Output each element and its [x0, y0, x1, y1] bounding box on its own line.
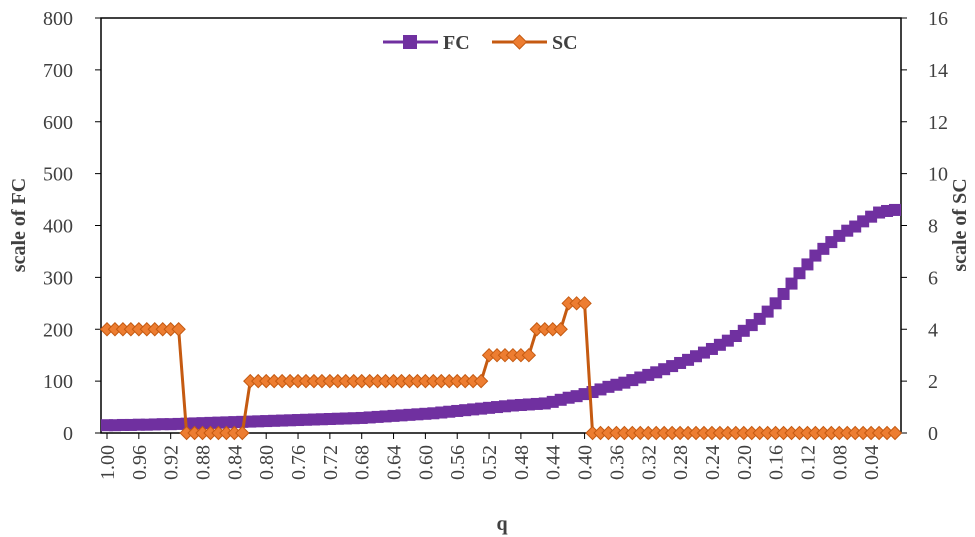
series-sc-point — [577, 296, 592, 311]
legend-item-fc: FC — [383, 32, 470, 54]
right-y-tick-label: 16 — [928, 8, 948, 30]
left-y-tick-label: 800 — [43, 8, 73, 30]
series-fc-point — [777, 287, 790, 300]
left-y-tick-label: 600 — [43, 112, 73, 134]
series-fc-line — [107, 208, 896, 427]
left-y-tick-label: 0 — [63, 423, 73, 445]
plot-border — [100, 17, 902, 434]
x-tick-label: 0.72 — [320, 445, 342, 480]
left-y-tick-label: 100 — [43, 371, 73, 393]
right-y-axis: 0 2 4 6 8 10 12 14 16 — [901, 8, 948, 445]
left-y-tick-label: 200 — [43, 319, 73, 341]
series-fc-point — [769, 297, 782, 310]
series-sc-point — [171, 322, 186, 337]
x-tick-label: 0.56 — [447, 445, 469, 480]
x-tick-label: 0.32 — [638, 445, 660, 480]
x-tick-label: 0.96 — [129, 445, 151, 480]
series-fc-point — [785, 277, 798, 290]
legend-sc-swatch-marker — [511, 34, 528, 50]
right-y-tick-label: 6 — [928, 267, 938, 289]
series-layer — [99, 203, 903, 441]
left-y-tick-label: 700 — [43, 60, 73, 82]
left-y-tick-label: 500 — [43, 164, 73, 186]
x-tick-label: 1.00 — [97, 445, 119, 480]
left-y-tick-label: 300 — [43, 267, 73, 289]
x-tick-label: 0.92 — [161, 445, 183, 480]
series-sc-point — [235, 425, 250, 441]
legend-fc-label: FC — [443, 32, 470, 54]
plot-area — [100, 17, 902, 434]
legend-item-sc: SC — [492, 32, 578, 54]
x-tick-label: 0.08 — [829, 445, 851, 480]
series-sc-point — [521, 347, 537, 363]
x-axis-title: q — [496, 513, 507, 535]
x-tick-label: 0.12 — [797, 445, 819, 480]
right-y-tick-label: 12 — [928, 112, 948, 134]
right-y-tick-label: 8 — [928, 216, 938, 238]
right-axis-title: scale of SC — [949, 178, 971, 271]
series-fc-point — [889, 203, 901, 216]
x-tick-label: 0.48 — [511, 445, 533, 480]
x-tick-label: 0.52 — [479, 445, 501, 480]
left-y-tick-label: 400 — [43, 216, 73, 238]
x-tick-label: 0.80 — [256, 445, 278, 480]
right-y-tick-label: 10 — [928, 164, 948, 186]
x-tick-label: 0.20 — [734, 445, 756, 480]
x-tick-label: 0.64 — [384, 445, 406, 480]
x-tick-label: 0.04 — [861, 445, 883, 480]
series-sc-point — [553, 322, 568, 337]
x-tick-label: 0.40 — [575, 445, 597, 480]
legend-fc-swatch-marker — [403, 35, 417, 49]
x-tick-label: 0.36 — [606, 445, 628, 480]
x-tick-label: 0.28 — [670, 445, 692, 480]
right-y-tick-label: 4 — [928, 319, 938, 341]
right-y-tick-label: 14 — [928, 60, 948, 82]
right-y-tick-label: 2 — [928, 371, 938, 393]
legend-sc-label: SC — [552, 32, 578, 54]
x-tick-label: 0.24 — [702, 445, 724, 480]
x-tick-label: 0.60 — [415, 445, 437, 480]
x-tick-label: 0.76 — [288, 445, 310, 480]
x-tick-label: 0.68 — [352, 445, 374, 480]
x-tick-label: 0.16 — [766, 445, 788, 480]
x-tick-label: 0.84 — [224, 445, 246, 480]
series-fc-point — [244, 415, 257, 428]
series-sc-point — [887, 425, 903, 441]
legend: FC SC — [383, 32, 578, 54]
left-axis-title: scale of FC — [8, 178, 30, 272]
right-y-tick-label: 0 — [928, 423, 938, 445]
x-axis: 1.00 0.96 0.92 0.88 0.84 0.80 0.76 0.72 0.68 0.64… — [97, 433, 883, 480]
series-sc-point — [473, 373, 489, 389]
left-y-axis: 0 100 200 300 400 500 600 700 800 — [43, 8, 101, 445]
x-tick-label: 0.44 — [543, 445, 565, 480]
x-tick-label: 0.88 — [193, 445, 215, 480]
series-sc-line — [107, 301, 895, 435]
